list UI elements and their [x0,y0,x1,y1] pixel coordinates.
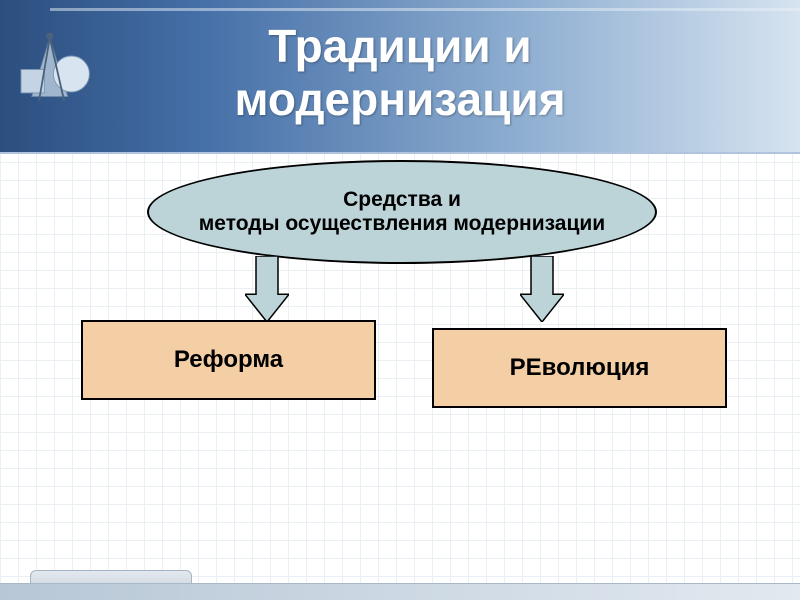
ellipse-text: Средства и методы осуществления модерниз… [199,188,605,236]
ellipse-line1: Средства и [343,188,461,211]
ellipse-line2: методы осуществления модернизации [199,212,605,235]
title-line1: Традиции и [268,20,531,72]
slide: Традиции и модернизация Средства и метод… [0,0,800,600]
title-line2: модернизация [234,73,565,125]
arrow-right [520,256,564,322]
box-revolution-label: РЕволюция [510,354,650,382]
header-accent-line [50,8,800,11]
box-revolution: РЕволюция [432,328,727,408]
ellipse-node: Средства и методы осуществления модерниз… [147,160,657,264]
box-reform-label: Реформа [174,346,283,374]
box-reform: Реформа [81,320,376,400]
footer-bar [0,583,800,600]
slide-title: Традиции и модернизация [0,20,800,126]
header-banner: Традиции и модернизация [0,0,800,154]
arrow-left [245,256,289,322]
